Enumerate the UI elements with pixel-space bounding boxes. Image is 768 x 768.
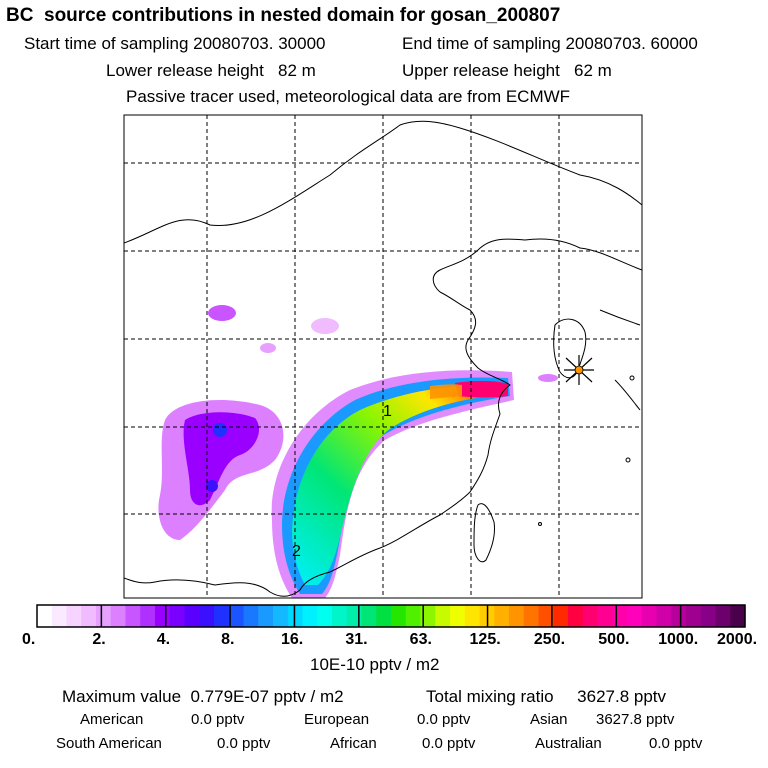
colorbar-cell [214, 605, 230, 627]
colorbar-cell [228, 605, 245, 627]
colorbar-tick-label: 63. [409, 631, 432, 648]
colorbar-cell [376, 605, 392, 627]
colorbar-frame [36, 604, 746, 628]
colorbar-cell [494, 605, 510, 627]
american-value: 0.0 pptv [191, 711, 245, 728]
source-label-2: 2 [292, 543, 301, 560]
colorbar-cell [125, 605, 141, 627]
european-value: 0.0 pptv [417, 711, 471, 728]
west-peak-2 [206, 480, 218, 492]
american-label: American [80, 711, 144, 728]
colorbar-cell [361, 605, 377, 627]
colorbar-cell [612, 605, 628, 627]
asian-value: 3627.8 pptv [596, 711, 675, 728]
australian-label: Australian [535, 735, 602, 752]
plume-hot-orange [430, 384, 462, 399]
colorbar-cell [686, 605, 702, 627]
colorbar-cell [37, 605, 53, 627]
colorbar-cell [110, 605, 127, 627]
colorbar-cell [641, 605, 658, 627]
colorbar-cell [450, 605, 466, 627]
colorbar-cell [656, 605, 672, 627]
colorbar-cell [317, 605, 333, 627]
colorbar-cell [568, 605, 584, 627]
west-source-inner [183, 412, 260, 506]
colorbar-cell [140, 605, 156, 627]
tracer-note: Passive tracer used, meteorological data… [126, 87, 571, 106]
colorbar-cell [81, 605, 97, 627]
total-mixing-label: Total mixing ratio 3627.8 pptv [426, 687, 667, 706]
colorbar-cell [346, 605, 363, 627]
colorbar-cell [258, 605, 274, 627]
colorbar-cell [553, 605, 569, 627]
colorbar-cell [730, 605, 746, 627]
receptor-star-icon [564, 355, 594, 385]
colorbar-tick-label: 125. [469, 631, 501, 648]
end-time-label: End time of sampling 20080703. 60000 [402, 34, 698, 53]
colorbar-cell [51, 605, 68, 627]
colorbar-cell [509, 605, 525, 627]
colorbar-ticks [100, 605, 682, 627]
colorbar-cell [391, 605, 407, 627]
colorbar-cell [715, 605, 731, 627]
colorbar-tick-label: 8. [221, 631, 235, 648]
australian-value: 0.0 pptv [649, 735, 703, 752]
colorbar-cell [273, 605, 289, 627]
colorbar-cell [66, 605, 82, 627]
south-american-value: 0.0 pptv [217, 735, 271, 752]
max-value-label: Maximum value 0.779E-07 pptv / m2 [62, 687, 344, 706]
colorbar-cell [332, 605, 348, 627]
colorbar-tick-label: 2000. [717, 631, 758, 648]
chart-title: BC source contributions in nested domain… [6, 5, 561, 26]
african-value: 0.0 pptv [422, 735, 476, 752]
south-american-label: South American [56, 735, 162, 752]
colorbar-cell [627, 605, 643, 627]
colorbar-cell [96, 605, 112, 627]
colorbar-tick-label: 0. [22, 631, 36, 648]
colorbar-cell [184, 605, 200, 627]
colorbar-tick-label: 4. [156, 631, 171, 648]
colorbar-cell [582, 605, 599, 627]
colorbar-cell [302, 605, 318, 627]
lower-release-label: Lower release height 82 m [106, 61, 316, 80]
colorbar-cell [597, 605, 613, 627]
colorbar-tick-label: 250. [533, 631, 566, 648]
colorbar-tick-label: 16. [280, 631, 304, 648]
patch-center [311, 318, 339, 334]
colorbar-tick-label: 1000. [658, 631, 699, 648]
colorbar-cell [435, 605, 451, 627]
colorbar-cell [199, 605, 215, 627]
patch-small [260, 343, 276, 353]
colorbar-cell [420, 605, 436, 627]
colorbar-cell [538, 605, 554, 627]
upper-release-label: Upper release height 62 m [402, 61, 612, 80]
colorbar-cell [243, 605, 259, 627]
start-time-label: Start time of sampling 20080703. 30000 [24, 34, 326, 53]
colorbar-cell [464, 605, 481, 627]
plume-hotspot [455, 380, 508, 398]
colorbar-tick-label: 2. [92, 631, 106, 648]
patch-north [208, 305, 236, 321]
colorbar-cell [287, 605, 304, 627]
patch-sea [538, 374, 558, 382]
colorbar-cell [671, 605, 687, 627]
colorbar-unit-label: 10E-10 pptv / m2 [310, 655, 440, 674]
colorbar-cell [155, 605, 171, 627]
colorbar-cell [169, 605, 186, 627]
colorbar-cell [700, 605, 717, 627]
colorbar-tick-label: 500. [598, 631, 630, 648]
european-label: European [304, 711, 370, 728]
plume-core [292, 384, 507, 585]
asian-label: Asian [530, 711, 568, 728]
african-label: African [330, 735, 377, 752]
colorbar-tick-label: 31. [345, 631, 368, 648]
colorbar-cells [37, 605, 746, 627]
colorbar-cell [523, 605, 540, 627]
colorbar-cell [405, 605, 422, 627]
graticule [124, 115, 642, 598]
source-label-1: 1 [383, 403, 392, 420]
